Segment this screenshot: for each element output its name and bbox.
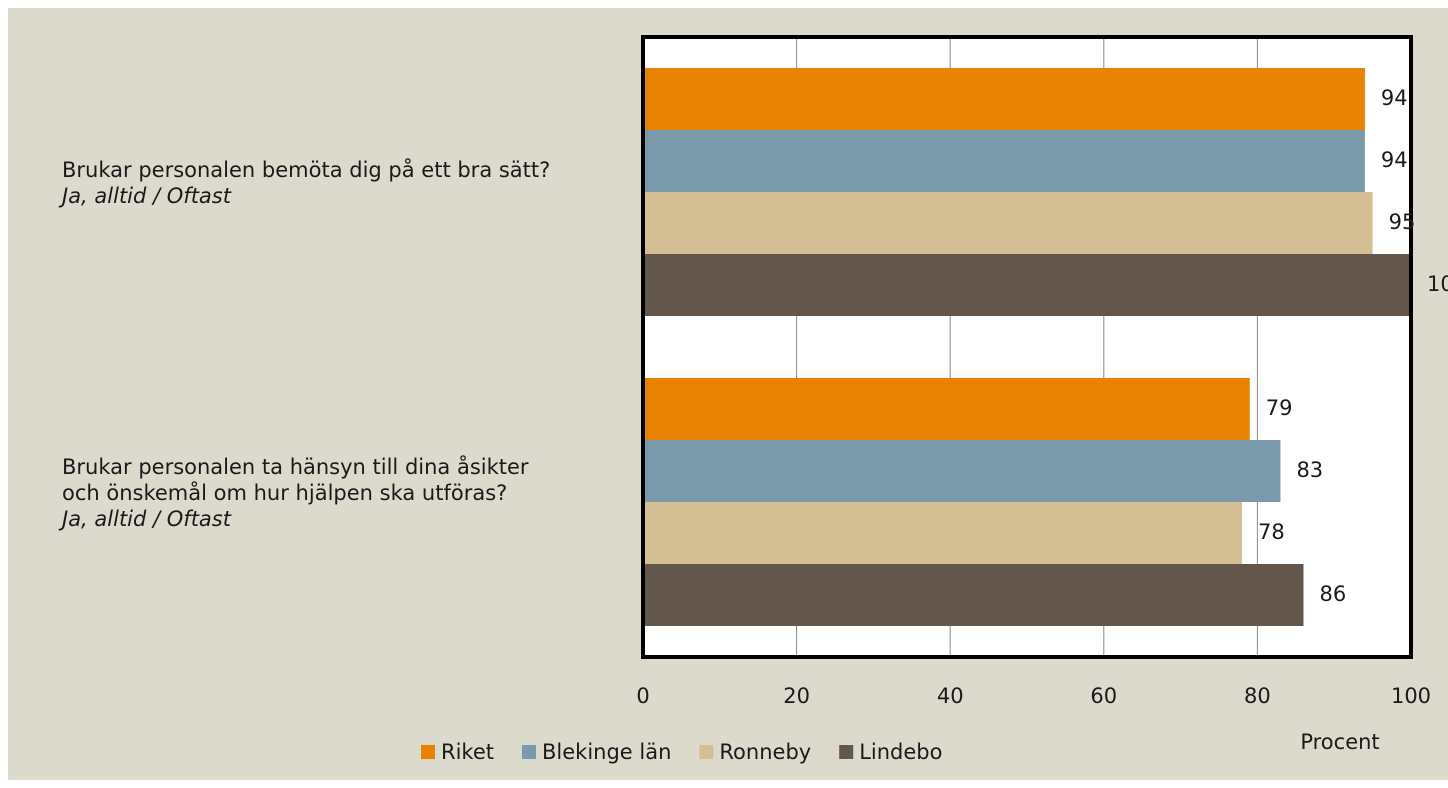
x-tick-label: 0 <box>636 684 649 708</box>
x-tick-label: 60 <box>1090 684 1117 708</box>
data-label: 78 <box>1258 520 1285 544</box>
category-note: Ja, alltid / Oftast <box>58 184 232 208</box>
x-tick-label: 100 <box>1391 684 1431 708</box>
legend-swatch <box>522 745 536 759</box>
bar <box>643 440 1281 502</box>
bar <box>643 130 1365 192</box>
legend-swatch <box>699 745 714 759</box>
data-label: 100 <box>1427 272 1448 296</box>
bar <box>643 564 1304 626</box>
x-tick-label: 20 <box>783 684 810 708</box>
legend-swatch <box>839 745 854 759</box>
data-label: 79 <box>1266 396 1293 420</box>
data-label: 94 <box>1381 148 1408 172</box>
legend-label: Riket <box>441 740 494 764</box>
bar <box>643 378 1250 440</box>
bar <box>643 254 1411 316</box>
data-label: 95 <box>1389 210 1416 234</box>
plot-border <box>641 35 1413 659</box>
legend-label: Ronneby <box>719 740 811 764</box>
bar <box>643 192 1373 254</box>
category-label: Brukar personalen bemöta dig på ett bra … <box>62 157 550 182</box>
data-label: 86 <box>1319 582 1346 606</box>
legend-swatch <box>421 745 435 759</box>
category-label: Brukar personalen ta hänsyn till dina ås… <box>62 454 529 505</box>
category-note: Ja, alltid / Oftast <box>58 507 232 531</box>
bar <box>643 68 1365 130</box>
legend-label: Blekinge län <box>542 740 671 764</box>
x-tick-label: 40 <box>937 684 964 708</box>
legend-label: Lindebo <box>859 740 942 764</box>
data-label: 83 <box>1296 458 1323 482</box>
x-axis-label: Procent <box>1300 730 1379 754</box>
data-label: 94 <box>1381 86 1408 110</box>
x-tick-label: 80 <box>1244 684 1271 708</box>
bar <box>643 502 1243 564</box>
